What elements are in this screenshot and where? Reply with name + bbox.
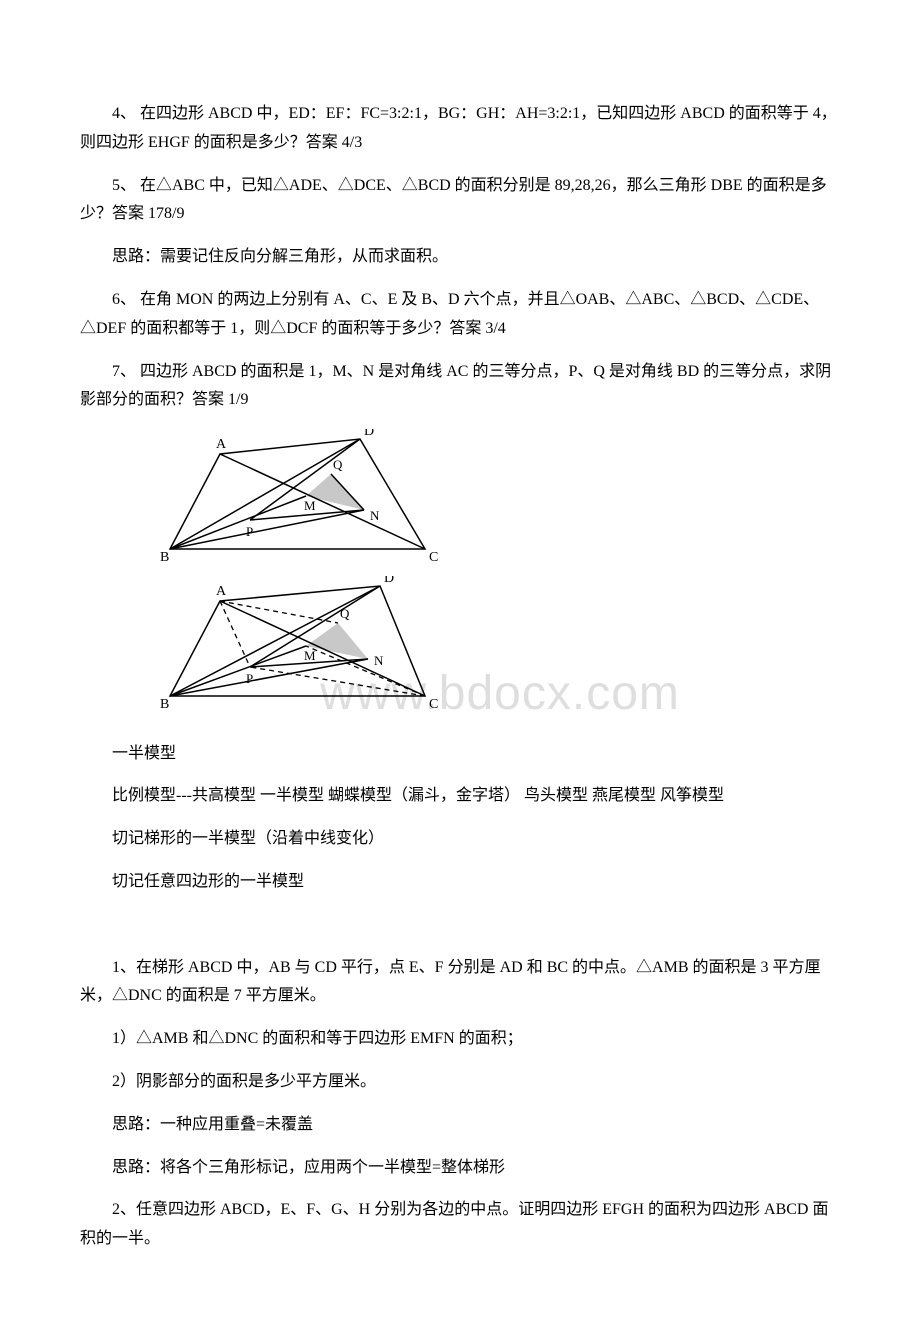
note-quadrilateral: 切记任意四边形的一半模型 bbox=[80, 868, 840, 897]
diagram-2: A B C D M N P Q bbox=[160, 576, 450, 711]
problem-2-half: 2、任意四边形 ABCD，E、F、G、H 分别为各边的中点。证明四边形 EFGH… bbox=[80, 1196, 840, 1254]
label-d-2: D bbox=[384, 576, 394, 586]
sub-1: 1）△AMB 和△DNC 的面积和等于四边形 EMFN 的面积； bbox=[80, 1025, 840, 1054]
problem-6: 6、 在角 MON 的两边上分别有 A、C、E 及 B、D 六个点，并且△OAB… bbox=[80, 286, 840, 344]
spacer bbox=[80, 911, 840, 940]
heading-half-model: 一半模型 bbox=[80, 740, 840, 769]
line-bn-1 bbox=[170, 510, 364, 549]
line-bm-1 bbox=[170, 496, 306, 549]
idea-text-1: 思路：需要记住反向分解三角形，从而求面积。 bbox=[80, 243, 840, 272]
label-b-1: B bbox=[160, 550, 169, 564]
note-trapezoid: 切记梯形的一半模型（沿着中线变化） bbox=[80, 825, 840, 854]
label-c-1: C bbox=[429, 550, 438, 564]
label-p-2: P bbox=[246, 671, 253, 686]
label-q-2: Q bbox=[340, 606, 350, 621]
label-a-2: A bbox=[216, 584, 227, 599]
label-a-1: A bbox=[216, 437, 227, 452]
label-p-1: P bbox=[246, 524, 253, 539]
label-n-2: N bbox=[374, 653, 384, 668]
dash-aq-2 bbox=[220, 601, 338, 623]
model-list: 比例模型---共高模型 一半模型 蝴蝶模型（漏斗，金字塔） 鸟头模型 燕尾模型 … bbox=[80, 782, 840, 811]
diagram-1-container: A B C D M N P Q bbox=[160, 429, 840, 564]
label-c-2: C bbox=[429, 697, 438, 711]
idea-2: 思路：一种应用重叠=未覆盖 bbox=[80, 1111, 840, 1140]
quad-abcd-2 bbox=[170, 586, 425, 696]
line-bm-2 bbox=[170, 646, 306, 696]
label-m-2: M bbox=[304, 648, 316, 663]
diagram-1: A B C D M N P Q bbox=[160, 429, 450, 564]
label-d-1: D bbox=[364, 429, 374, 439]
problem-5: 5、 在△ABC 中，已知△ADE、△DCE、△BCD 的面积分别是 89,28… bbox=[80, 172, 840, 230]
idea-3: 思路：将各个三角形标记，应用两个一半模型=整体梯形 bbox=[80, 1154, 840, 1183]
problem-1-half: 1、在梯形 ABCD 中，AB 与 CD 平行，点 E、F 分别是 AD 和 B… bbox=[80, 954, 840, 1012]
label-b-2: B bbox=[160, 697, 169, 711]
sub-2: 2）阴影部分的面积是多少平方厘米。 bbox=[80, 1068, 840, 1097]
diagram-2-container: A B C D M N P Q www.bdocx.com bbox=[160, 576, 840, 737]
line-bn-2 bbox=[170, 659, 368, 696]
label-n-1: N bbox=[370, 508, 380, 523]
quad-abcd-1 bbox=[170, 439, 425, 549]
label-q-1: Q bbox=[333, 457, 343, 472]
problem-7: 7、 四边形 ABCD 的面积是 1，M、N 是对角线 AC 的三等分点，P、Q… bbox=[80, 358, 840, 416]
label-m-1: M bbox=[304, 498, 316, 513]
problem-4: 4、 在四边形 ABCD 中，ED：EF：FC=3:2:1，BG：GH：AH=3… bbox=[80, 100, 840, 158]
dash-cp-2 bbox=[250, 667, 425, 696]
